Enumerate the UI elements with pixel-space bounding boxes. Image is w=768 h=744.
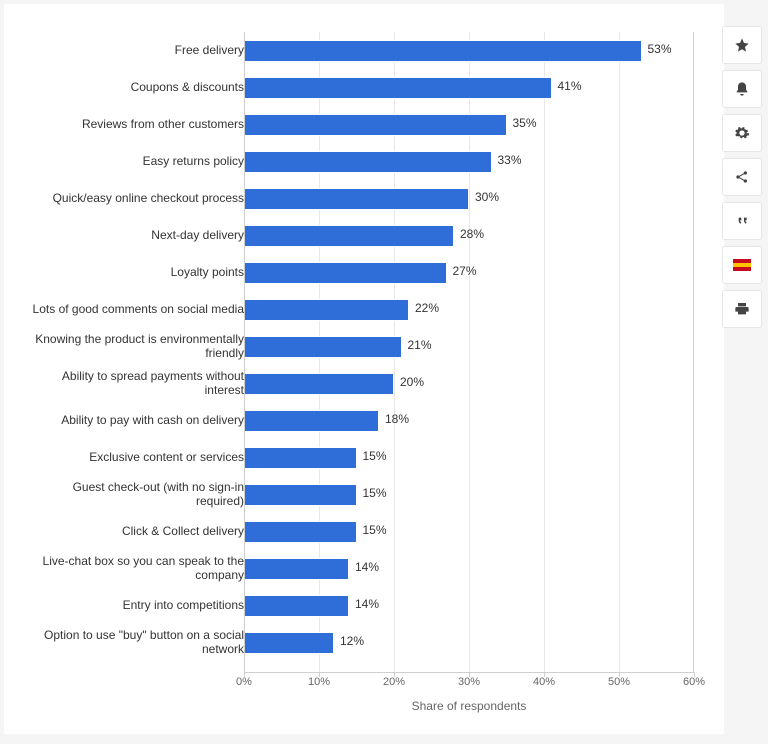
category-label: Ability to spread payments without inter… <box>24 371 244 397</box>
bar-value-label: 14% <box>355 597 379 611</box>
category-label: Ability to pay with cash on delivery <box>24 408 244 434</box>
x-tick-label: 10% <box>308 676 330 688</box>
star-icon <box>734 37 750 53</box>
bar-value-label: 12% <box>340 634 364 648</box>
bar[interactable] <box>244 188 469 210</box>
favorite-button[interactable] <box>722 26 762 64</box>
bar-row: 33% <box>244 149 693 175</box>
category-label: Live-chat box so you can speak to the co… <box>24 556 244 582</box>
share-button[interactable] <box>722 158 762 196</box>
bar[interactable] <box>244 40 642 62</box>
bar[interactable] <box>244 632 334 654</box>
bar-value-label: 14% <box>355 560 379 574</box>
quote-icon <box>734 213 750 229</box>
category-label: Option to use "buy" button on a social n… <box>24 630 244 656</box>
plot-area: 53% 41% 35% 33% 30% 28% 27% 22% 21% 20% 18% 15% 15% 1… <box>244 32 694 672</box>
bar[interactable] <box>244 558 349 580</box>
bar[interactable] <box>244 521 357 543</box>
bar[interactable] <box>244 447 357 469</box>
bar[interactable] <box>244 299 409 321</box>
category-label: Easy returns policy <box>24 149 244 175</box>
category-label: Quick/easy online checkout process <box>24 186 244 212</box>
bar-row: 15% <box>244 445 693 471</box>
bar-value-label: 27% <box>453 264 477 278</box>
bar-row: 15% <box>244 519 693 545</box>
bar[interactable] <box>244 373 394 395</box>
bar-row: 18% <box>244 408 693 434</box>
category-label: Loyalty points <box>24 260 244 286</box>
settings-button[interactable] <box>722 114 762 152</box>
bar-value-label: 15% <box>363 486 387 500</box>
category-label: Guest check-out (with no sign-in require… <box>24 482 244 508</box>
bar-value-label: 21% <box>408 338 432 352</box>
bar[interactable] <box>244 114 507 136</box>
cite-button[interactable] <box>722 202 762 240</box>
x-tick-label: 40% <box>533 676 555 688</box>
chart-card: 53% 41% 35% 33% 30% 28% 27% 22% 21% 20% 18% 15% 15% 1… <box>4 4 724 734</box>
bar-value-label: 33% <box>498 153 522 167</box>
x-axis-title: Share of respondents <box>244 699 694 713</box>
share-icon <box>734 169 750 185</box>
print-button[interactable] <box>722 290 762 328</box>
bar-row: 35% <box>244 112 693 138</box>
bell-icon <box>734 81 750 97</box>
bar-row: 53% <box>244 38 693 64</box>
bar-value-label: 41% <box>558 79 582 93</box>
category-label: Next-day delivery <box>24 223 244 249</box>
bar[interactable] <box>244 225 454 247</box>
x-tick-label: 0% <box>236 676 252 688</box>
chart-area: 53% 41% 35% 33% 30% 28% 27% 22% 21% 20% 18% 15% 15% 1… <box>14 24 704 724</box>
language-button[interactable] <box>722 246 762 284</box>
bar-row: 27% <box>244 260 693 286</box>
side-toolbar <box>722 26 762 328</box>
bar-value-label: 18% <box>385 412 409 426</box>
bar-value-label: 15% <box>363 523 387 537</box>
bar[interactable] <box>244 484 357 506</box>
bar-row: 20% <box>244 371 693 397</box>
category-label: Exclusive content or services <box>24 445 244 471</box>
bar[interactable] <box>244 77 552 99</box>
category-label: Entry into competitions <box>24 593 244 619</box>
x-tick-label: 20% <box>383 676 405 688</box>
y-axis-line <box>244 32 245 672</box>
flag-es-icon <box>733 259 751 271</box>
category-label: Free delivery <box>24 38 244 64</box>
print-icon <box>734 301 750 317</box>
bar[interactable] <box>244 336 402 358</box>
x-tick-label: 30% <box>458 676 480 688</box>
alert-button[interactable] <box>722 70 762 108</box>
bar-row: 14% <box>244 556 693 582</box>
x-tick-label: 60% <box>683 676 705 688</box>
bar-row: 15% <box>244 482 693 508</box>
x-tick-label: 50% <box>608 676 630 688</box>
category-label: Coupons & discounts <box>24 75 244 101</box>
bar-value-label: 15% <box>363 449 387 463</box>
bar-row: 12% <box>244 630 693 656</box>
bar-row: 21% <box>244 334 693 360</box>
bar-value-label: 35% <box>513 116 537 130</box>
gear-icon <box>734 125 750 141</box>
bar-value-label: 22% <box>415 301 439 315</box>
bar-row: 30% <box>244 186 693 212</box>
bar-value-label: 30% <box>475 190 499 204</box>
bar[interactable] <box>244 410 379 432</box>
category-label: Lots of good comments on social media <box>24 297 244 323</box>
bar[interactable] <box>244 595 349 617</box>
bar[interactable] <box>244 262 447 284</box>
category-label: Click & Collect delivery <box>24 519 244 545</box>
x-axis-line <box>244 672 694 673</box>
bar-value-label: 53% <box>648 42 672 56</box>
bar-value-label: 28% <box>460 227 484 241</box>
bar-row: 41% <box>244 75 693 101</box>
bar-value-label: 20% <box>400 375 424 389</box>
bar[interactable] <box>244 151 492 173</box>
bar-row: 28% <box>244 223 693 249</box>
bar-row: 22% <box>244 297 693 323</box>
category-label: Knowing the product is environmentally f… <box>24 334 244 360</box>
category-label: Reviews from other customers <box>24 112 244 138</box>
bar-row: 14% <box>244 593 693 619</box>
